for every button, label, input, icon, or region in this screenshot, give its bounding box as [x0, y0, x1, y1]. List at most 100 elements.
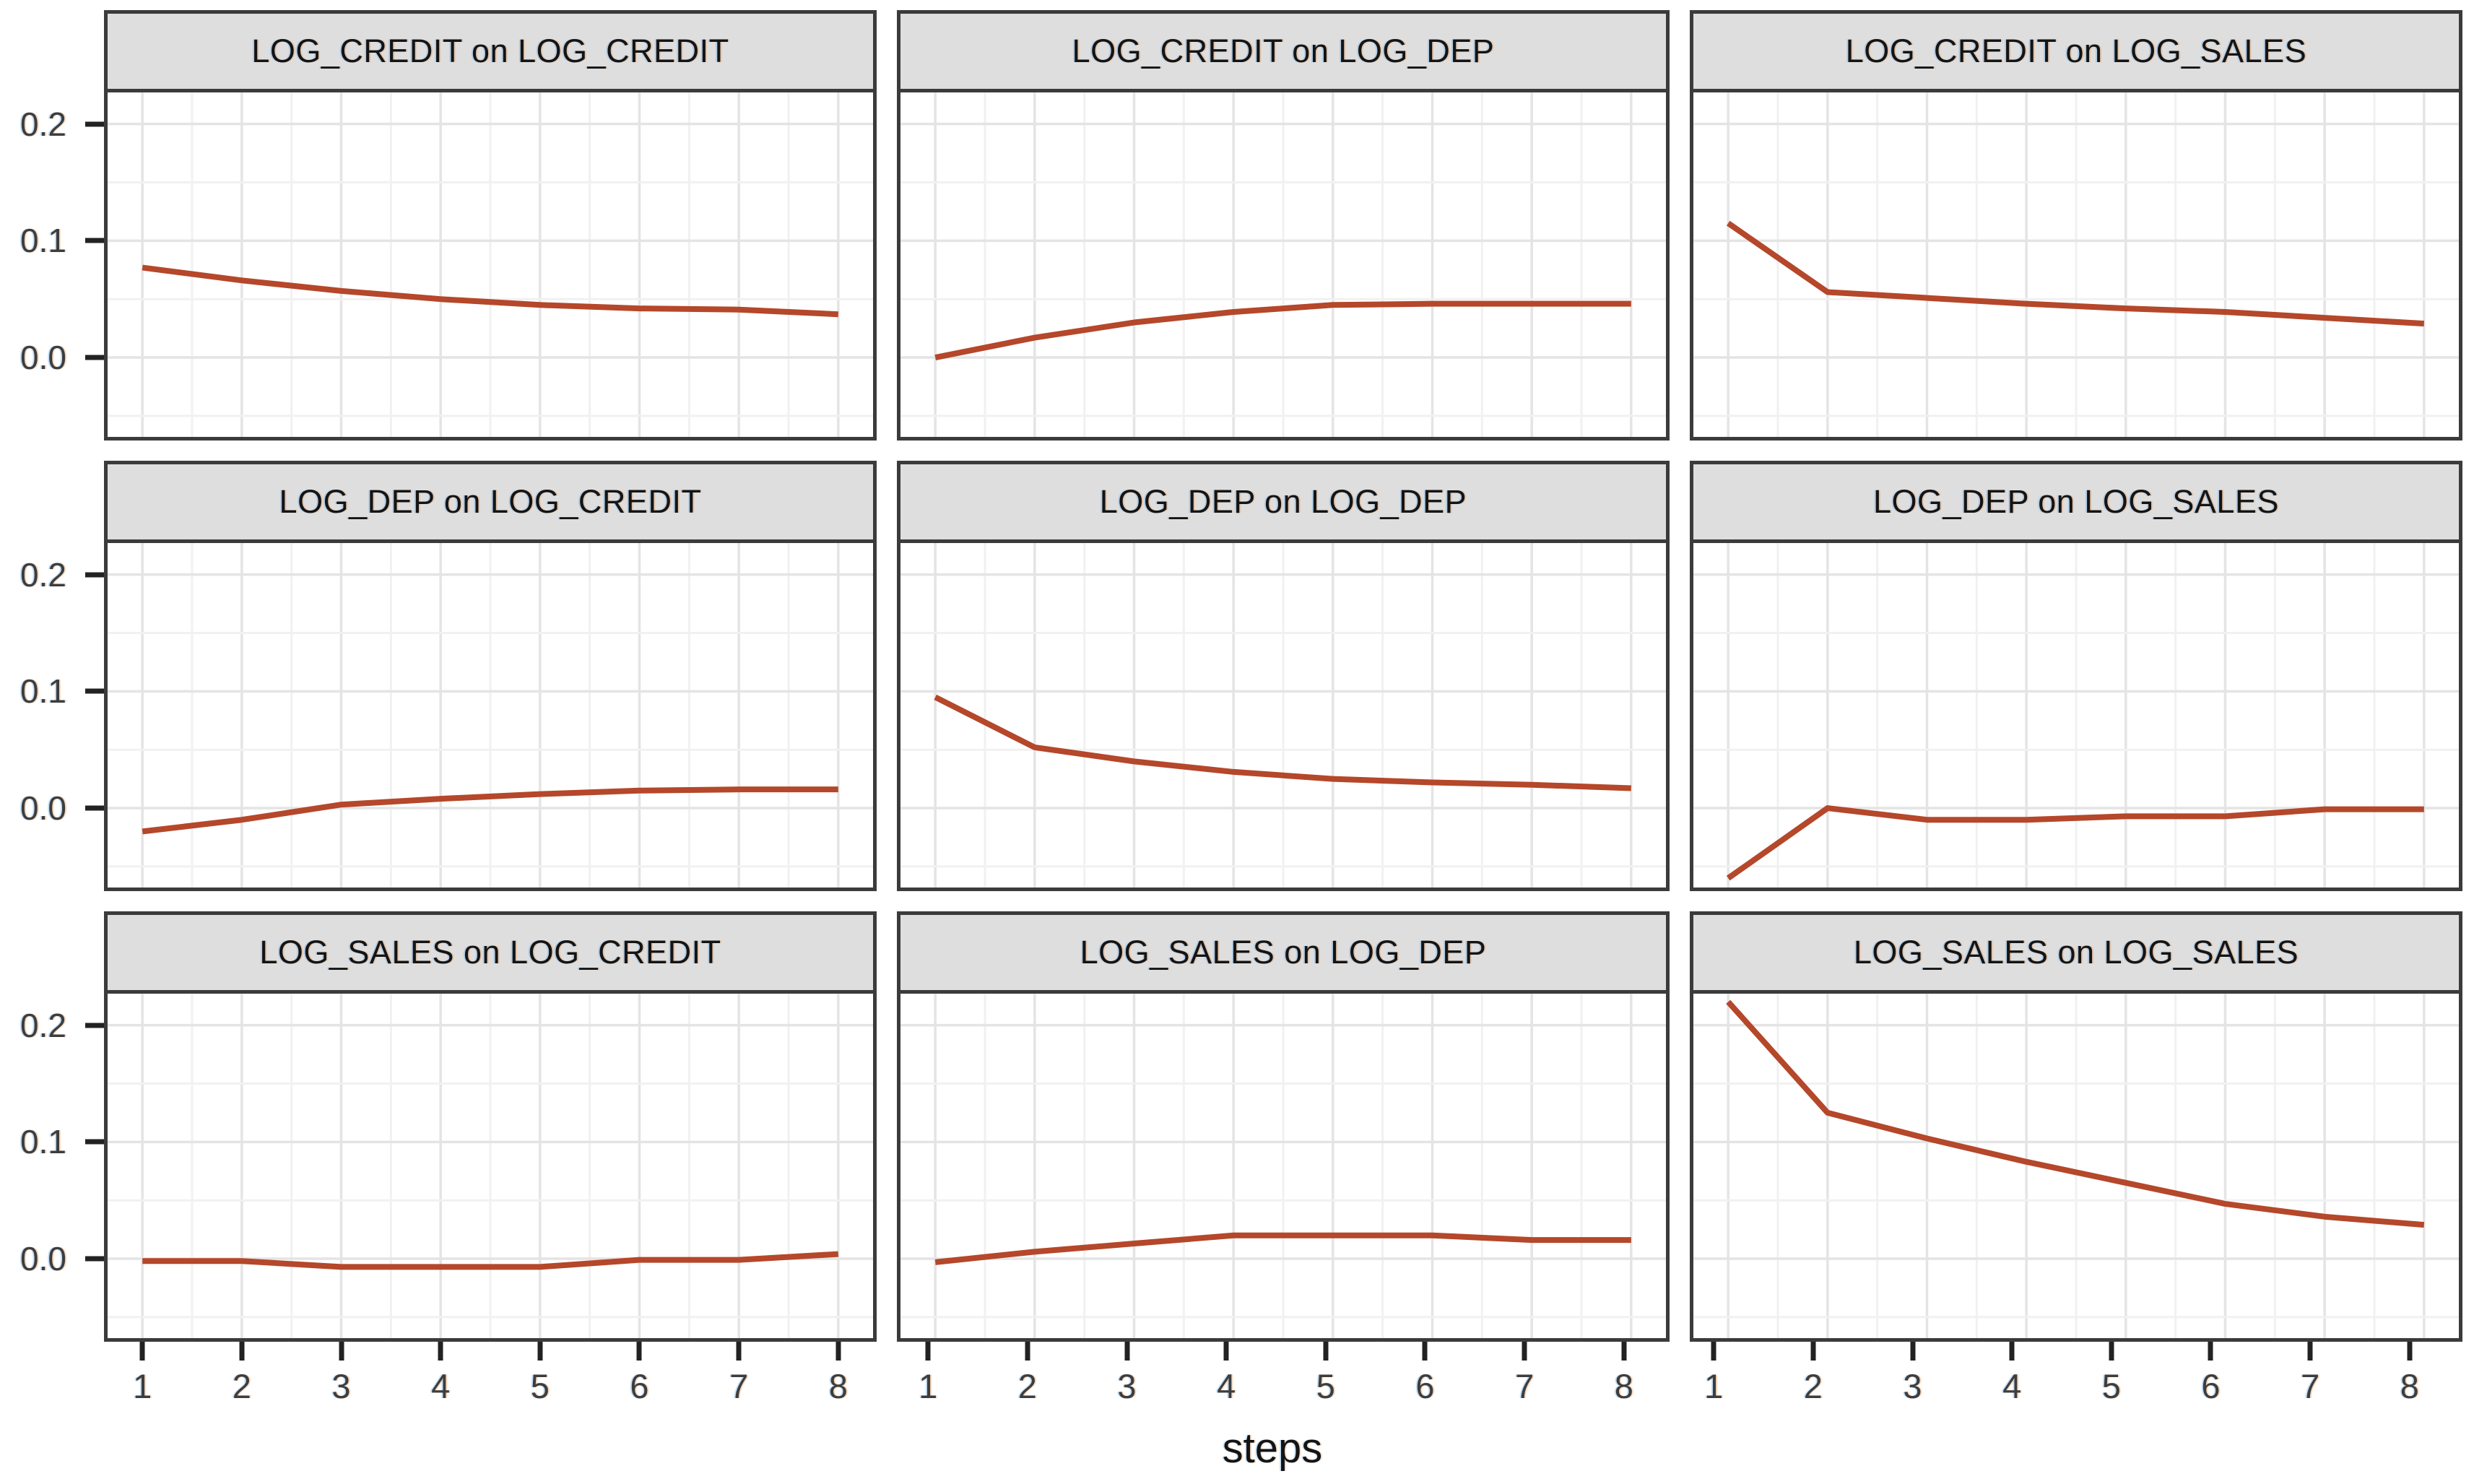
x-tick-label: 6	[630, 1367, 649, 1405]
x-tick-label: 8	[2400, 1367, 2419, 1405]
facet-row-1: 0.2 0.1 0.0 LOG_CREDIT on LOG_CREDIT LOG_C…	[4, 10, 2462, 441]
y-tick-label: 0.2	[20, 1006, 66, 1044]
facet-strip: LOG_SALES on LOG_DEP	[900, 915, 1666, 994]
facet-strip: LOG_CREDIT on LOG_DEP	[900, 14, 1666, 92]
x-tick-mark	[736, 1342, 742, 1361]
facet-strip: LOG_DEP on LOG_CREDIT	[108, 464, 873, 543]
plot-area	[900, 92, 1666, 437]
facet-strip: LOG_SALES on LOG_SALES	[1693, 915, 2459, 994]
line-chart	[1693, 994, 2459, 1338]
y-tick-label: 0.0	[20, 339, 66, 377]
x-axis-panel-2: 1 2 3 4 5 6 7 8	[890, 1342, 1655, 1420]
x-tick-mark	[835, 1342, 841, 1361]
y-tick-label: 0.1	[20, 672, 66, 711]
x-axis-spacer	[4, 1342, 104, 1420]
facet-panel: LOG_DEP on LOG_DEP	[897, 461, 1670, 891]
facet-strip: LOG_SALES on LOG_CREDIT	[108, 915, 873, 994]
facet-panel: LOG_SALES on LOG_CREDIT	[104, 911, 877, 1342]
line-chart	[1693, 92, 2459, 437]
irf-line	[934, 300, 1631, 360]
facet-row-2: 0.2 0.1 0.0 LOG_DEP on LOG_CREDIT LOG_DEP …	[4, 461, 2462, 891]
facet-panel: LOG_SALES on LOG_DEP	[897, 911, 1670, 1342]
line-chart	[1693, 543, 2459, 888]
x-tick-label: 5	[530, 1367, 550, 1405]
plot-area	[900, 543, 1666, 888]
y-tick-mark	[85, 238, 104, 243]
x-tick-label: 3	[1903, 1367, 1922, 1405]
irf-line	[934, 694, 1631, 791]
y-tick-label: 0.2	[20, 105, 66, 143]
x-tick-label: 4	[2002, 1367, 2022, 1405]
line-chart	[900, 92, 1666, 437]
facet-panel: LOG_CREDIT on LOG_CREDIT	[104, 10, 877, 441]
y-tick-mark	[85, 1139, 104, 1145]
y-tick-label: 0.1	[20, 1123, 66, 1161]
facet-strip-title: LOG_CREDIT on LOG_DEP	[1072, 32, 1495, 69]
x-tick-mark	[139, 1342, 145, 1361]
x-tick-label: 6	[2201, 1367, 2221, 1405]
x-tick-mark	[1910, 1342, 1915, 1361]
x-tick-label: 2	[1017, 1367, 1037, 1405]
facet-strip: LOG_CREDIT on LOG_SALES	[1693, 14, 2459, 92]
y-tick-mark	[85, 1023, 104, 1028]
irf-line	[142, 786, 838, 835]
x-tick-mark	[1223, 1342, 1229, 1361]
y-tick-mark	[85, 688, 104, 694]
irf-line	[142, 1251, 839, 1270]
y-axis-row-2: 0.2 0.1 0.0	[4, 461, 104, 891]
x-tick-label: 1	[1704, 1367, 1724, 1405]
facet-strip-title: LOG_SALES on LOG_DEP	[1080, 934, 1487, 971]
y-tick-mark	[85, 355, 104, 360]
facet-strip-title: LOG_CREDIT on LOG_CREDIT	[251, 32, 729, 69]
x-tick-label: 4	[431, 1367, 451, 1405]
x-tick-mark	[239, 1342, 245, 1361]
x-tick-mark	[1810, 1342, 1816, 1361]
plot-area	[1693, 994, 2459, 1338]
plot-area	[1693, 543, 2459, 888]
facet-strip-title: LOG_DEP on LOG_SALES	[1873, 483, 2279, 520]
x-axis: 1 2 3 4 5 6 7 8 1 2 3 4 5 6 7 8 1 2 3 4 5 6 7 8	[4, 1342, 2462, 1420]
y-tick-label: 0.1	[20, 222, 66, 260]
x-tick-label: 5	[1316, 1367, 1335, 1405]
facet-strip: LOG_DEP on LOG_DEP	[900, 464, 1666, 543]
y-tick-label: 0.0	[20, 789, 66, 828]
x-tick-mark	[2009, 1342, 2015, 1361]
facet-panel: LOG_DEP on LOG_SALES	[1690, 461, 2462, 891]
x-tick-label: 2	[1803, 1367, 1823, 1405]
facet-panel: LOG_CREDIT on LOG_SALES	[1690, 10, 2462, 441]
y-tick-mark	[85, 1256, 104, 1262]
x-tick-mark	[438, 1342, 443, 1361]
x-tick-label: 8	[1614, 1367, 1633, 1405]
x-tick-label: 7	[1515, 1367, 1535, 1405]
x-tick-label: 1	[919, 1367, 938, 1405]
x-tick-label: 3	[331, 1367, 351, 1405]
y-tick-label: 0.0	[20, 1240, 66, 1278]
x-axis-panel-3: 1 2 3 4 5 6 7 8	[1675, 1342, 2441, 1420]
irf-line	[1726, 805, 2424, 881]
x-tick-label: 7	[729, 1367, 749, 1405]
x-tick-mark	[636, 1342, 642, 1361]
y-tick-mark	[85, 572, 104, 578]
facet-row-3: 0.2 0.1 0.0 LOG_SALES on LOG_CREDIT LOG_SA…	[4, 911, 2462, 1342]
facet-strip-title: LOG_SALES on LOG_CREDIT	[259, 934, 721, 971]
irf-line	[934, 1232, 1631, 1265]
plot-area	[1693, 92, 2459, 437]
x-tick-label: 7	[2301, 1367, 2320, 1405]
irf-line	[1726, 999, 2425, 1228]
line-chart	[108, 994, 873, 1338]
plot-area	[108, 92, 873, 437]
line-chart	[900, 543, 1666, 888]
plot-area	[900, 994, 1666, 1338]
y-tick-mark	[85, 805, 104, 811]
x-tick-label: 1	[133, 1367, 152, 1405]
facet-strip-title: LOG_CREDIT on LOG_SALES	[1845, 32, 2307, 69]
x-tick-label: 6	[1415, 1367, 1435, 1405]
x-tick-mark	[925, 1342, 931, 1361]
facet-figure: 0.2 0.1 0.0 LOG_CREDIT on LOG_CREDIT LOG_C…	[4, 10, 2462, 1472]
x-tick-mark	[2109, 1342, 2114, 1361]
x-axis-title: steps	[1222, 1425, 1323, 1472]
x-tick-mark	[2407, 1342, 2413, 1361]
facet-strip-title: LOG_DEP on LOG_DEP	[1099, 483, 1467, 520]
x-axis-title-row: steps	[104, 1424, 2441, 1472]
x-tick-mark	[1323, 1342, 1329, 1361]
